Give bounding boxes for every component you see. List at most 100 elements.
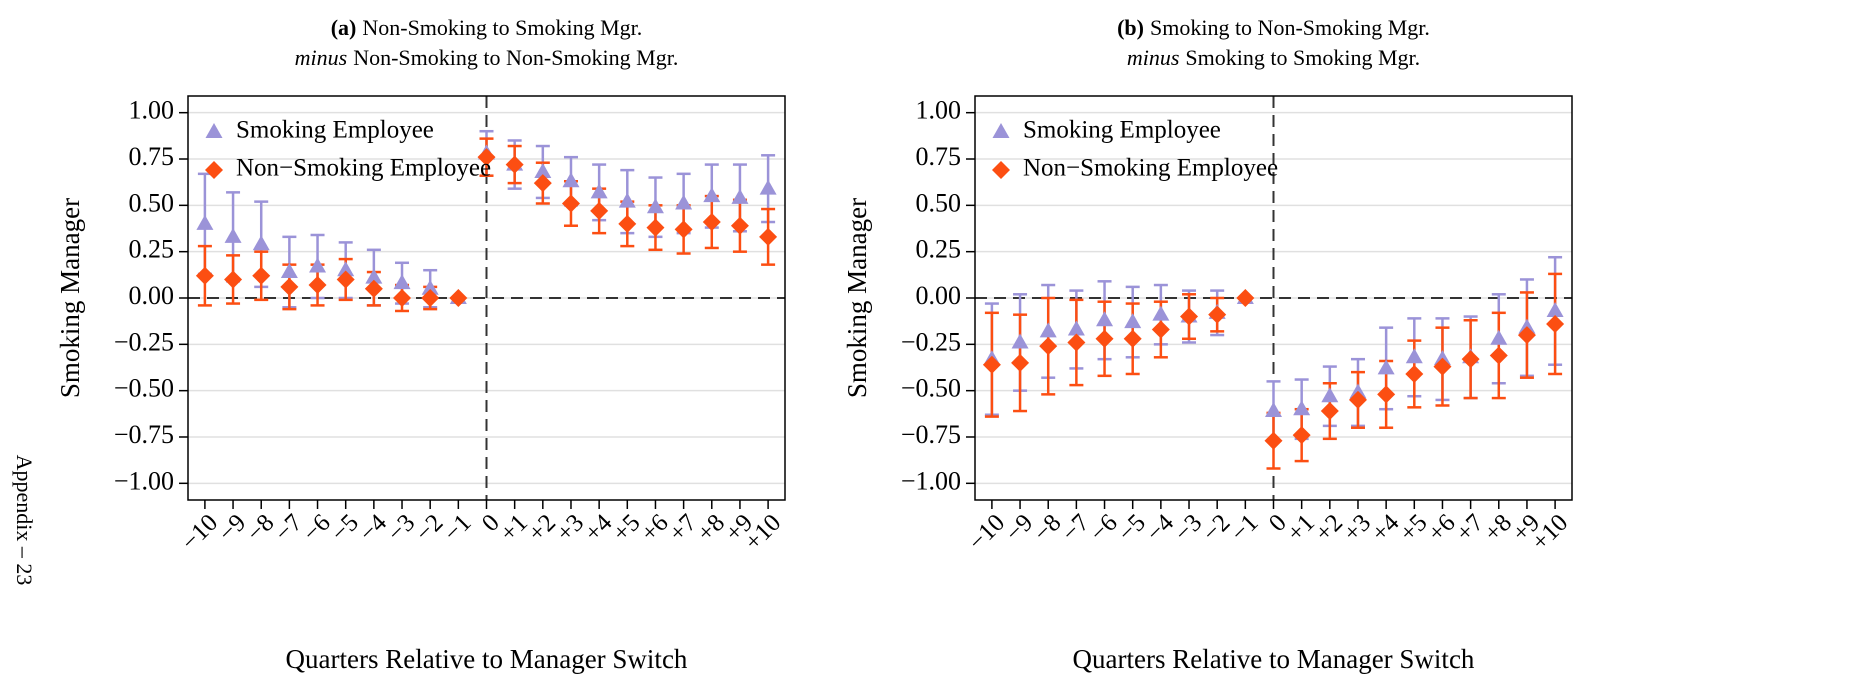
x-tick-label: −1 xyxy=(439,509,477,547)
triangle-marker xyxy=(1152,305,1170,321)
diamond-marker xyxy=(646,218,665,237)
x-axis-title: Quarters Relative to Manager Switch xyxy=(1073,644,1475,674)
diamond-marker xyxy=(1377,385,1396,404)
diamond-marker xyxy=(505,155,524,174)
x-tick-label: +10 xyxy=(1527,509,1574,556)
triangle-marker xyxy=(421,279,439,295)
triangle-marker xyxy=(590,183,608,199)
diamond-marker xyxy=(590,201,609,220)
diamond-marker xyxy=(1433,357,1452,376)
triangle-marker xyxy=(365,268,383,284)
x-tick-label: −10 xyxy=(176,509,223,556)
title-emphasis: minus xyxy=(295,45,348,70)
triangle-marker xyxy=(675,194,693,210)
triangle-marker xyxy=(224,227,242,243)
y-tick-label: 0.25 xyxy=(916,235,962,264)
diamond-marker xyxy=(1264,431,1283,450)
diamond-marker xyxy=(1095,329,1114,348)
triangle-marker xyxy=(280,263,298,279)
triangle-marker xyxy=(731,188,749,204)
diamond-marker xyxy=(1011,353,1030,372)
y-tick-label: 0.00 xyxy=(916,281,962,310)
x-tick-label: −1 xyxy=(1226,509,1264,547)
triangle-marker xyxy=(393,274,411,290)
title-line: Smoking to Smoking Mgr. xyxy=(1185,45,1420,70)
y-tick-label: 0.75 xyxy=(916,142,962,171)
diamond-marker xyxy=(1320,402,1339,421)
y-tick-label: −0.75 xyxy=(114,420,174,449)
diamond-marker xyxy=(1546,314,1565,333)
diamond-marker xyxy=(421,289,440,307)
legend-label: Non−Smoking Employee xyxy=(1023,155,1278,182)
diamond-marker xyxy=(1039,337,1058,356)
chart-title: (a) Non-Smoking to Smoking Mgr. xyxy=(331,15,643,40)
triangle-marker xyxy=(1293,400,1311,416)
diamond-marker xyxy=(449,289,468,307)
chart-title: (b) Smoking to Non-Smoking Mgr. xyxy=(1117,15,1430,40)
triangle-marker xyxy=(1124,313,1142,329)
diamond-marker xyxy=(252,266,271,285)
diamond-marker xyxy=(1151,320,1170,339)
triangle-marker xyxy=(1067,320,1085,336)
triangle-marker xyxy=(205,123,223,138)
diamond-marker xyxy=(1405,364,1424,383)
triangle-marker xyxy=(703,187,721,203)
triangle-marker xyxy=(1011,333,1029,349)
x-tick-label: −10 xyxy=(963,509,1010,556)
diamond-marker xyxy=(561,194,580,213)
chart-title: minus Non-Smoking to Non-Smoking Mgr. xyxy=(295,45,679,70)
legend-label: Smoking Employee xyxy=(236,117,434,144)
diamond-marker xyxy=(982,355,1001,374)
legend-label: Smoking Employee xyxy=(1023,117,1221,144)
diamond-marker xyxy=(1236,289,1255,307)
triangle-marker xyxy=(646,198,664,214)
page-label: Appendix – 23 xyxy=(12,455,37,586)
diamond-marker xyxy=(1461,350,1480,369)
diamond-marker xyxy=(1292,426,1311,445)
y-tick-label: −0.75 xyxy=(901,420,961,449)
y-axis-title: Smoking Manager xyxy=(842,198,872,398)
triangle-marker xyxy=(534,162,552,178)
triangle-marker xyxy=(562,172,580,188)
y-tick-label: 0.25 xyxy=(129,235,175,264)
triangle-marker xyxy=(1405,348,1423,364)
triangle-marker xyxy=(759,179,777,195)
y-tick-label: −0.25 xyxy=(114,327,174,356)
triangle-marker xyxy=(1265,402,1282,418)
y-axis-title: Smoking Manager xyxy=(55,198,85,398)
triangle-marker xyxy=(1096,311,1114,327)
triangle-marker xyxy=(252,235,270,251)
triangle-marker xyxy=(196,214,214,230)
y-tick-label: 0.75 xyxy=(129,142,175,171)
x-tick-label: +10 xyxy=(740,509,787,556)
diamond-marker xyxy=(477,148,496,167)
diamond-marker xyxy=(1489,346,1508,365)
diamond-marker xyxy=(308,276,327,295)
triangle-marker xyxy=(1490,329,1508,345)
triangle-marker xyxy=(1377,359,1395,375)
diamond-marker xyxy=(992,161,1010,179)
diamond-marker xyxy=(533,174,552,193)
diamond-marker xyxy=(1123,329,1142,348)
title-label: (a) xyxy=(331,15,357,40)
y-tick-label: −0.50 xyxy=(901,374,961,403)
y-tick-label: −1.00 xyxy=(114,466,174,495)
diamond-marker xyxy=(1348,390,1367,409)
title-line: Non-Smoking to Smoking Mgr. xyxy=(362,15,642,40)
y-tick-label: 0.00 xyxy=(129,281,175,310)
triangle-marker xyxy=(618,192,636,208)
title-line: Non-Smoking to Non-Smoking Mgr. xyxy=(353,45,678,70)
diamond-marker xyxy=(393,289,412,307)
y-tick-label: 0.50 xyxy=(129,188,175,217)
x-axis-title: Quarters Relative to Manager Switch xyxy=(286,644,688,674)
y-tick-label: −1.00 xyxy=(901,466,961,495)
y-tick-label: 0.50 xyxy=(916,188,962,217)
legend-label: Non−Smoking Employee xyxy=(236,155,491,182)
diamond-marker xyxy=(618,214,637,233)
diamond-marker xyxy=(1517,326,1536,345)
diamond-marker xyxy=(364,279,383,298)
triangle-marker xyxy=(1039,322,1057,338)
diamond-marker xyxy=(336,270,355,289)
diamond-marker xyxy=(1208,305,1227,324)
diamond-marker xyxy=(205,161,223,179)
